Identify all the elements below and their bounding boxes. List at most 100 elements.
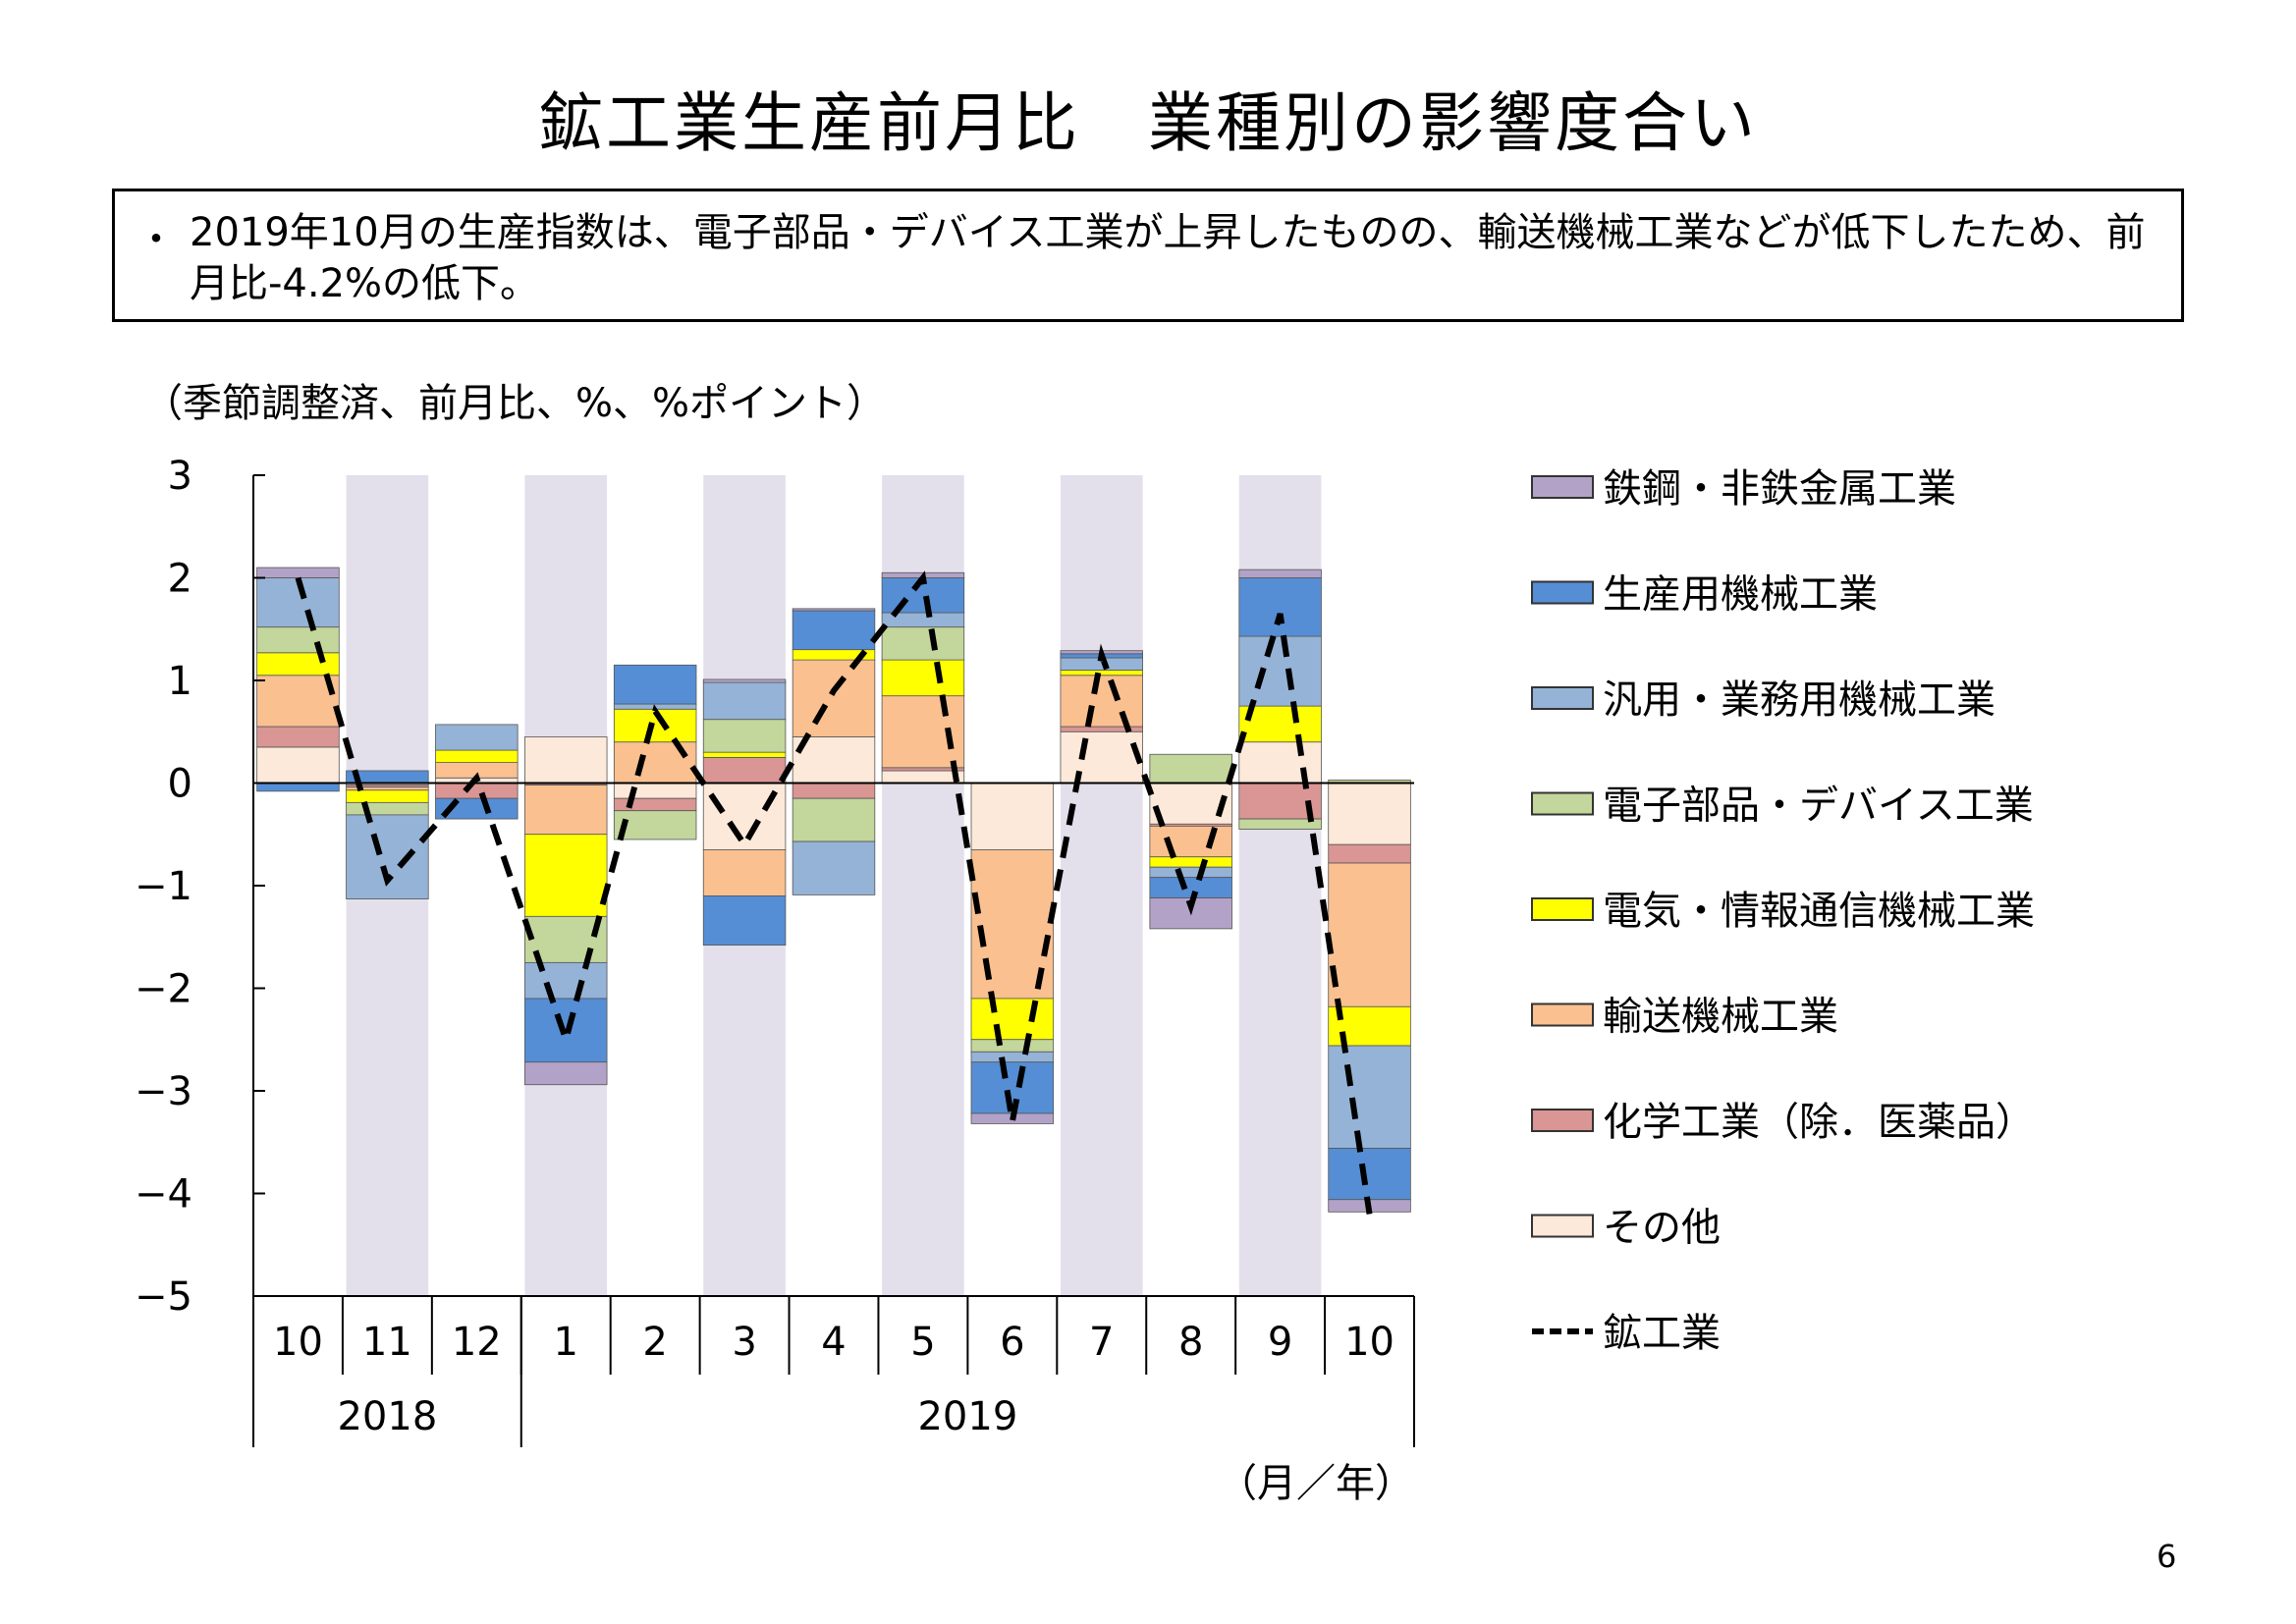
bar-segment-6-10 xyxy=(1149,877,1232,898)
bar-segment-3-3 xyxy=(524,834,608,917)
bar-segment-3-8 xyxy=(970,998,1055,1041)
summary-text: 2019年10月の生産指数は、電子部品・デバイス工業が上昇したものの、輸送機械工… xyxy=(190,210,2146,306)
bar-segment-5-2 xyxy=(435,724,519,751)
page-title: 鉱工業生産前月比 業種別の影響度合い xyxy=(538,85,1758,161)
summary-bullet: ・ xyxy=(137,217,176,262)
bar-segment-6-6 xyxy=(792,610,876,651)
bar-segment-6-12 xyxy=(1328,1148,1411,1201)
bar-segment-7-5 xyxy=(702,678,787,683)
legend-label: その他 xyxy=(1603,1206,1721,1251)
x-axis-unit: （月／年） xyxy=(1218,1461,1414,1506)
x-tick-label: 3 xyxy=(732,1320,756,1365)
y-tick-label: 1 xyxy=(168,659,192,704)
legend-swatch xyxy=(1531,1214,1594,1238)
bar-segment-2-10 xyxy=(1149,825,1232,858)
bar-segment-2-4 xyxy=(613,741,697,784)
bar-segment-4-0 xyxy=(256,626,340,654)
bar-segment-4-7 xyxy=(881,626,965,661)
x-tick-label: 12 xyxy=(452,1320,502,1365)
bar-segment-1-6 xyxy=(792,783,876,799)
legend-swatch xyxy=(1531,580,1594,605)
bar-segment-5-12 xyxy=(1328,1045,1411,1149)
unit-note: （季節調整済、前月比、%、%ポイント） xyxy=(143,381,887,426)
bar-segment-0-4 xyxy=(613,783,697,799)
bar-segment-5-1 xyxy=(346,814,429,899)
bar-segment-0-3 xyxy=(524,736,608,784)
bar-segment-0-8 xyxy=(970,783,1055,850)
bar-segment-6-4 xyxy=(613,664,697,705)
bar-segment-2-0 xyxy=(256,675,340,728)
bar-segment-3-0 xyxy=(256,652,340,677)
legend-swatch xyxy=(1531,897,1594,921)
x-tick-label: 10 xyxy=(1344,1320,1394,1365)
summary-box: ・ 2019年10月の生産指数は、電子部品・デバイス工業が上昇したものの、輸送機… xyxy=(112,189,2184,322)
bar-segment-3-7 xyxy=(881,659,965,697)
bar-segment-1-4 xyxy=(613,797,697,812)
bar-segment-4-11 xyxy=(1238,818,1322,830)
bar-segment-2-5 xyxy=(702,849,787,896)
y-tick-label: 2 xyxy=(168,557,192,602)
bar-segment-5-8 xyxy=(970,1051,1055,1063)
x-tick-label: 5 xyxy=(910,1320,935,1365)
bar-segment-3-9 xyxy=(1060,670,1143,677)
bar-segment-3-2 xyxy=(435,749,519,763)
x-tick-label: 2 xyxy=(642,1320,667,1365)
y-tick-label: −4 xyxy=(135,1172,192,1218)
year-label: 2018 xyxy=(337,1394,437,1439)
legend-label: 電子部品・デバイス工業 xyxy=(1603,784,2034,829)
bar-segment-4-8 xyxy=(970,1039,1055,1053)
bar-layer xyxy=(256,567,1411,1213)
bar-segment-2-9 xyxy=(1060,675,1143,728)
legend-label: 化学工業（除．医薬品） xyxy=(1603,1100,2035,1145)
legend-label: 輸送機械工業 xyxy=(1603,995,1838,1040)
page-number: 6 xyxy=(2157,1538,2177,1575)
year-label: 2019 xyxy=(917,1394,1017,1439)
bar-segment-2-7 xyxy=(881,695,965,769)
bar-segment-7-3 xyxy=(524,1061,608,1086)
y-tick-label: −3 xyxy=(135,1069,192,1114)
bar-segment-2-6 xyxy=(792,659,876,737)
bar-segment-7-0 xyxy=(256,567,340,578)
x-tick-label: 1 xyxy=(554,1320,578,1365)
bar-segment-3-10 xyxy=(1149,856,1232,868)
bar-segment-6-11 xyxy=(1238,577,1322,637)
bar-segment-4-4 xyxy=(613,810,697,840)
bar-segment-4-10 xyxy=(1149,753,1232,784)
x-tick-label: 7 xyxy=(1089,1320,1114,1365)
bar-segment-1-12 xyxy=(1328,843,1411,864)
bar-segment-1-5 xyxy=(702,756,787,784)
bar-segment-4-5 xyxy=(702,719,787,753)
bar-segment-3-1 xyxy=(346,789,429,803)
legend-swatch xyxy=(1531,791,1594,816)
legend-swatch xyxy=(1531,1109,1594,1132)
y-tick-label: −2 xyxy=(135,967,192,1012)
bar-segment-6-5 xyxy=(702,895,787,947)
legend-label: 生産用機械工業 xyxy=(1603,572,1878,618)
legend-label: 電気・情報通信機械工業 xyxy=(1603,889,2035,934)
y-tick-label: 0 xyxy=(168,762,192,807)
bar-segment-7-11 xyxy=(1238,568,1322,578)
y-tick-label: −1 xyxy=(135,864,192,909)
shaded-column xyxy=(1060,475,1143,1296)
bar-segment-1-0 xyxy=(256,726,340,748)
bar-segment-5-6 xyxy=(792,840,876,895)
x-tick-label: 10 xyxy=(273,1320,323,1365)
bar-segment-0-7 xyxy=(881,770,965,784)
x-tick-label: 4 xyxy=(821,1320,846,1365)
bar-segment-5-11 xyxy=(1238,635,1322,707)
legend-label: 鉄鋼・非鉄金属工業 xyxy=(1603,466,1956,512)
x-tick-label: 6 xyxy=(1000,1320,1024,1365)
legend-layer: 鉄鋼・非鉄金属工業生産用機械工業汎用・業務用機械工業電子部品・デバイス工業電気・… xyxy=(1531,466,2035,1356)
bar-segment-4-1 xyxy=(346,801,429,816)
bar-segment-4-6 xyxy=(792,797,876,842)
y-tick-label: 3 xyxy=(168,454,192,499)
line-layer xyxy=(295,570,1373,1215)
x-tick-label: 11 xyxy=(362,1320,412,1365)
bar-segment-5-5 xyxy=(702,681,787,721)
bar-segment-1-2 xyxy=(435,783,519,799)
legend-label: 鉱工業 xyxy=(1603,1311,1721,1356)
bar-segment-5-10 xyxy=(1149,866,1232,879)
x-tick-label: 9 xyxy=(1268,1320,1292,1365)
